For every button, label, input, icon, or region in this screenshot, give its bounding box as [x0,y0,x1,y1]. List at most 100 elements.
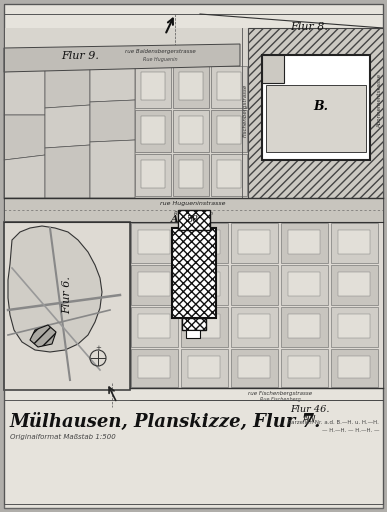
Bar [181,349,228,387]
Text: Flur 8.: Flur 8. [290,22,328,32]
Text: Flur 46.: Flur 46. [290,406,330,415]
Bar [266,85,366,152]
Bar [141,72,165,100]
Text: rue Hugueninstrasse: rue Hugueninstrasse [160,202,226,206]
Text: Rue Huguenin: Rue Huguenin [143,57,177,62]
Polygon shape [45,145,90,198]
Bar [186,330,200,338]
Bar [331,307,378,347]
Bar [4,222,130,390]
Text: Originalformat Maßstab 1:500: Originalformat Maßstab 1:500 [10,434,116,440]
Bar [138,230,170,254]
Text: Mülhausen, Planskizze, Flur 7.: Mülhausen, Planskizze, Flur 7. [10,413,321,431]
Bar [211,66,247,108]
Bar [281,223,328,263]
Bar [179,72,203,100]
Text: 58: 58 [186,216,198,224]
Bar [217,116,241,144]
Bar [188,314,220,338]
Bar [4,28,383,198]
Bar [288,314,320,338]
Bar [288,356,320,378]
Bar [248,28,383,198]
Polygon shape [30,325,56,347]
Bar [141,116,165,144]
Polygon shape [45,66,90,108]
Text: Flur 6.: Flur 6. [62,276,72,314]
Text: Rue Fischenberg: Rue Fischenberg [260,397,300,402]
Bar [338,272,370,296]
Polygon shape [4,115,45,160]
Polygon shape [90,140,135,198]
Bar [188,230,220,254]
Bar [238,272,270,296]
Bar [338,230,370,254]
Bar [138,314,170,338]
Bar [211,110,247,152]
Polygon shape [4,155,45,198]
Polygon shape [4,68,45,115]
Bar [179,160,203,188]
Bar [238,356,270,378]
Polygon shape [8,226,102,352]
Bar [188,272,220,296]
Bar [288,272,320,296]
Bar [173,66,209,108]
Text: rue Baldensbergerstrasse: rue Baldensbergerstrasse [125,50,195,54]
Bar [181,265,228,305]
Bar [331,349,378,387]
Bar [138,272,170,296]
Bar [231,265,278,305]
Bar [135,110,171,152]
Text: Rue Huguenin: Rue Huguenin [173,211,212,217]
Bar [131,223,178,263]
Bar [281,265,328,305]
Bar [138,356,170,378]
Text: Fischenbergstrasse: Fischenbergstrasse [243,83,248,137]
Polygon shape [90,100,135,142]
Text: A: A [170,216,178,224]
Bar [281,349,328,387]
Bar [135,66,171,108]
Bar [131,307,178,347]
Bar [238,230,270,254]
Bar [331,265,378,305]
Bar [231,307,278,347]
Bar [4,198,383,222]
Bar [181,307,228,347]
Bar [131,349,178,387]
Bar [211,154,247,196]
Bar [4,222,383,388]
Polygon shape [90,65,135,102]
Text: Abonnementskasse: Abonnementskasse [377,73,382,127]
Bar [131,265,178,305]
Bar [331,223,378,263]
Bar [172,228,216,318]
Bar [262,55,284,83]
Bar [288,230,320,254]
Bar [281,307,328,347]
Text: +: + [95,345,101,351]
Bar [231,349,278,387]
Bar [217,160,241,188]
Bar [173,154,209,196]
Bar [238,314,270,338]
Bar [135,154,171,196]
Text: — H.—H. — H.—H. —: — H.—H. — H.—H. — [322,428,379,433]
Text: rue Fischenbergstrasse: rue Fischenbergstrasse [248,392,312,396]
Bar [231,223,278,263]
Text: AW: AW [303,416,317,424]
Text: B.: B. [313,100,329,114]
Bar [217,72,241,100]
Bar [178,210,210,230]
Polygon shape [4,44,240,72]
Bar [338,356,370,378]
Text: Parzellen-Nr. a.d. B.—H. u. H.—H.: Parzellen-Nr. a.d. B.—H. u. H.—H. [288,419,379,424]
Bar [262,55,370,160]
Bar [188,356,220,378]
Bar [182,318,206,330]
Text: Flur 9.: Flur 9. [61,51,99,61]
Bar [181,223,228,263]
Bar [179,116,203,144]
Bar [173,110,209,152]
